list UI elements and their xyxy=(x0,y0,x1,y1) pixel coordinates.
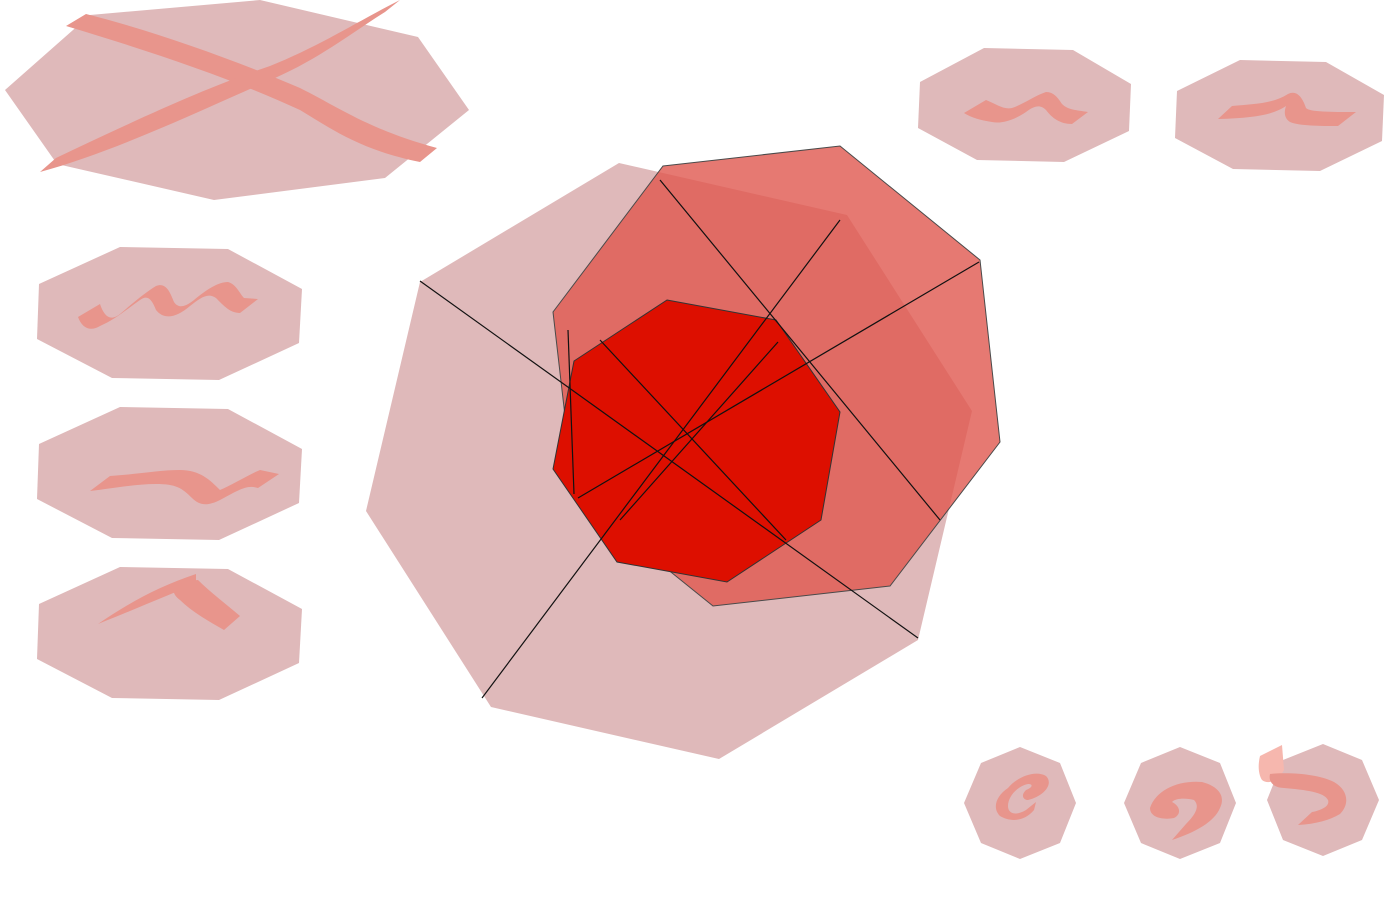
squiggle-icon xyxy=(964,92,1088,124)
cross-stroke-icon xyxy=(40,0,437,172)
spoke-line xyxy=(567,329,575,495)
spoke-line xyxy=(481,219,841,699)
tile-plate xyxy=(1267,744,1379,856)
gesture-tile-curl-five[interactable] xyxy=(1258,744,1379,856)
curl-e-icon xyxy=(995,773,1049,820)
tile-plate xyxy=(1124,747,1236,859)
spoke-line xyxy=(619,341,779,521)
radial-spokes xyxy=(419,179,980,699)
gesture-tile-step[interactable] xyxy=(1175,60,1384,171)
tile-plate xyxy=(964,747,1076,859)
spoke-line xyxy=(419,280,919,639)
gesture-tile-curl-nine[interactable] xyxy=(1124,747,1236,859)
triple-wave-icon xyxy=(78,282,258,329)
radial-octagon-menu[interactable] xyxy=(366,145,1001,759)
gesture-tile-caret[interactable] xyxy=(37,567,302,700)
spoke-line xyxy=(659,179,941,521)
tile-plate xyxy=(37,567,302,700)
gesture-tile-curl-e[interactable] xyxy=(964,747,1076,859)
spoke-line xyxy=(599,339,787,541)
caret-stroke-icon xyxy=(98,574,240,630)
curl-nine-icon xyxy=(1150,781,1222,840)
gesture-tile-triple-wave[interactable] xyxy=(37,247,302,380)
core-octagon-plate[interactable] xyxy=(552,299,841,583)
curl-five-icon xyxy=(1258,745,1347,825)
spoke-line xyxy=(577,261,980,499)
tile-plate xyxy=(5,0,469,200)
step-stroke-icon xyxy=(1218,92,1356,126)
gesture-tile-squiggle[interactable] xyxy=(918,48,1131,162)
gesture-tile-cross[interactable] xyxy=(5,0,469,200)
tile-plate xyxy=(1175,60,1384,171)
long-wave-icon xyxy=(90,470,279,505)
gesture-tile-long-wave[interactable] xyxy=(37,407,302,540)
